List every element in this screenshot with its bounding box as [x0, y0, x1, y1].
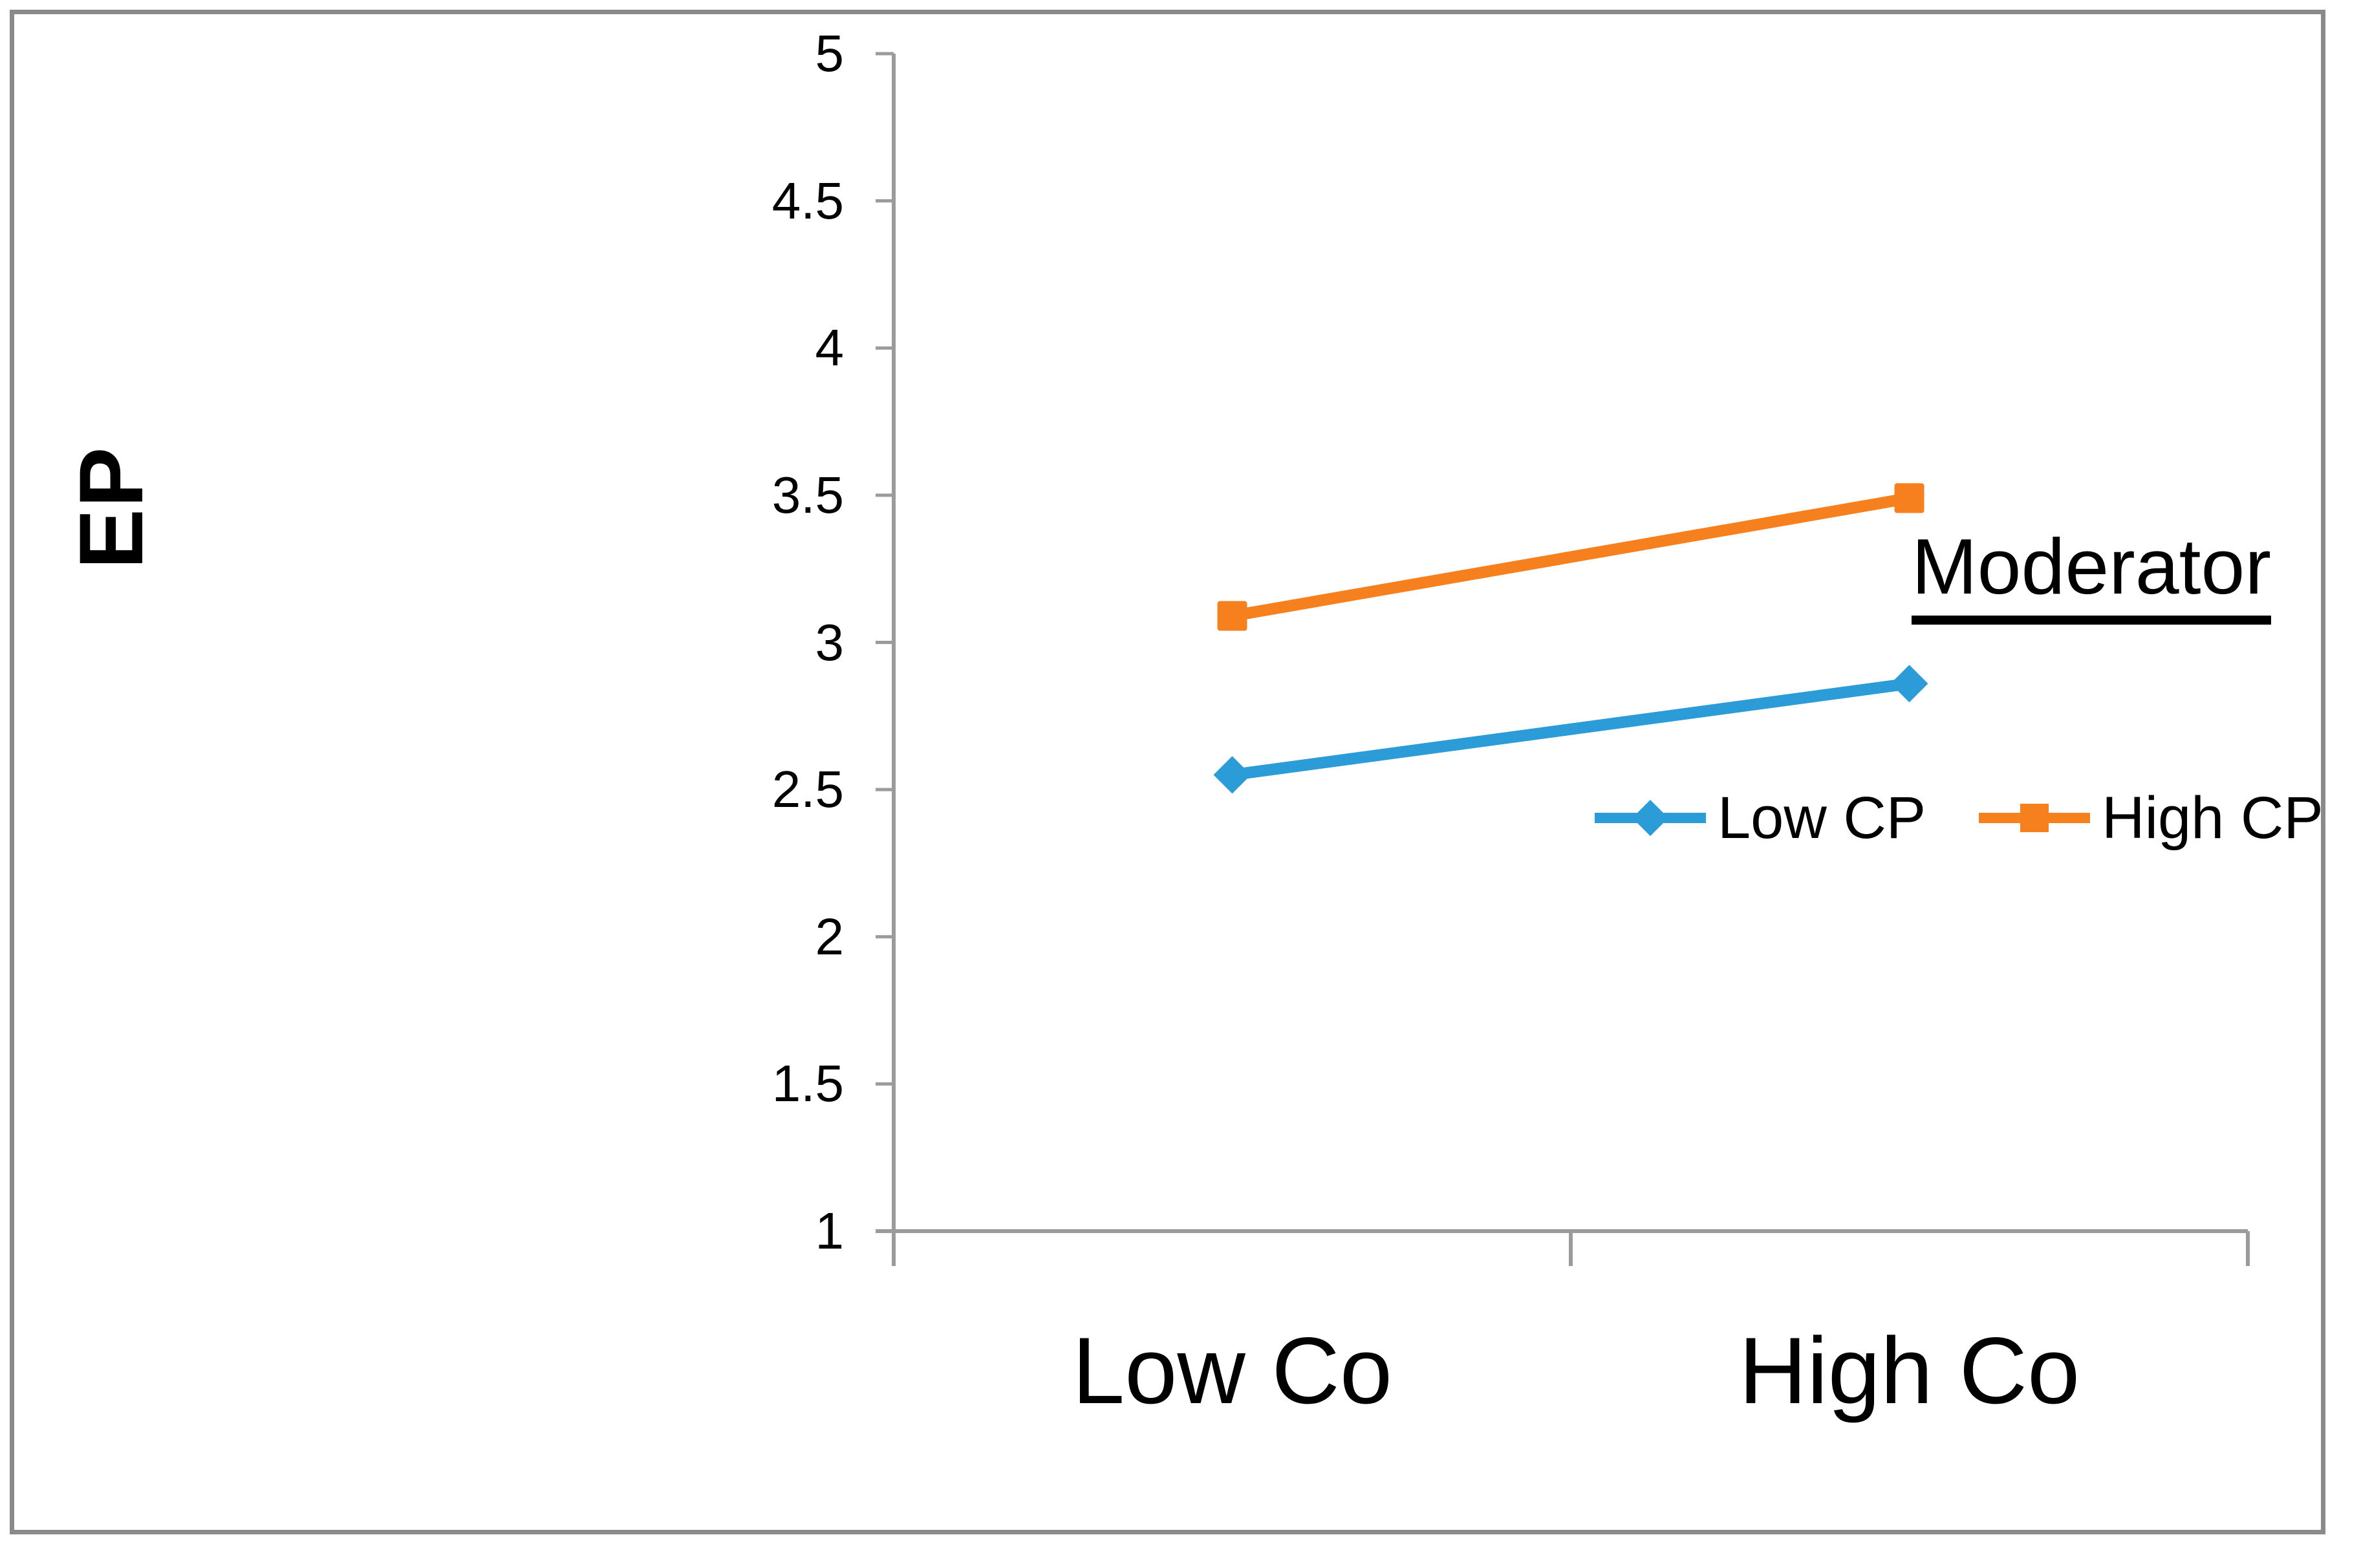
marker-low-cp-1 — [1890, 665, 1928, 703]
marker-high-cp-0 — [1217, 601, 1247, 631]
y-tick-label-2: 2 — [815, 907, 845, 965]
legend-title: Moderator — [1912, 521, 2272, 625]
y-tick-label-4.5: 4.5 — [771, 171, 844, 230]
y-tick-label-2.5: 2.5 — [771, 760, 844, 819]
legend-item-low-cp: Low CP — [1592, 784, 1926, 852]
marker-low-cp-0 — [1213, 756, 1251, 794]
series-line-high-cp — [1231, 492, 1911, 622]
legend: Low CP High CP — [1592, 784, 2323, 852]
y-axis-title: EP — [60, 446, 162, 570]
legend-label-low-cp: Low CP — [1718, 784, 1926, 851]
high-cp-line-marker-icon — [1979, 804, 2091, 832]
legend-item-high-cp: High CP — [1976, 784, 2323, 852]
x-category-label-1: High Co — [1738, 1318, 2080, 1423]
y-tick-label-5: 5 — [815, 25, 845, 82]
y-tick-label-3: 3 — [815, 613, 845, 671]
x-category-label-0: Low Co — [1072, 1318, 1393, 1423]
chart-border-frame — [10, 10, 2325, 1534]
low-cp-line-marker-icon — [1595, 800, 1706, 836]
y-tick-label-4: 4 — [815, 319, 845, 377]
marker-high-cp-1 — [1894, 483, 1924, 513]
y-tick-label-1.5: 1.5 — [771, 1055, 844, 1113]
series-line-low-cp — [1231, 678, 1910, 781]
y-tick-label-1: 1 — [815, 1202, 845, 1260]
y-tick-label-3.5: 3.5 — [771, 466, 844, 524]
legend-label-high-cp: High CP — [2102, 784, 2323, 851]
